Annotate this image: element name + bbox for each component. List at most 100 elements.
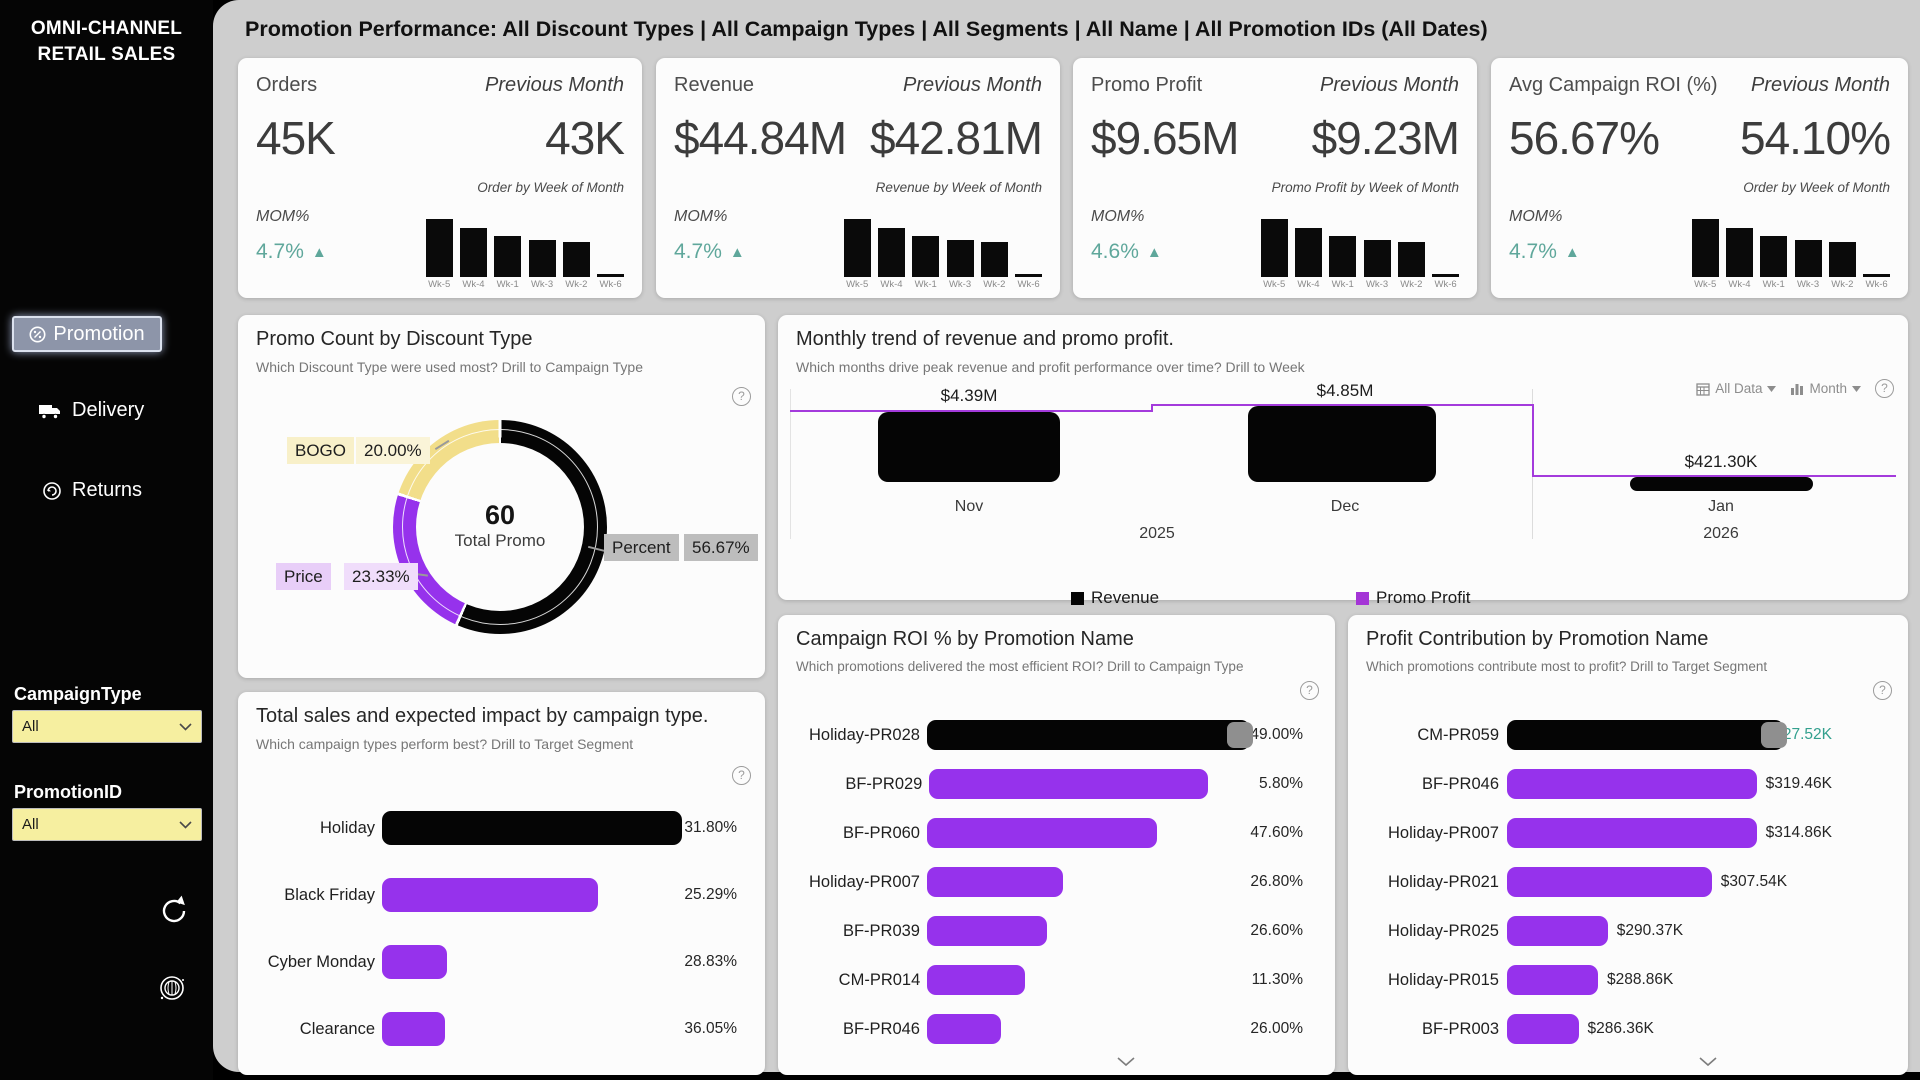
bar[interactable] [926,1014,1002,1044]
spark-bar[interactable] [843,219,871,277]
spark-bar[interactable] [494,236,522,277]
promotionid-dropdown[interactable]: All [12,808,202,841]
legend-swatch [1071,591,1084,605]
bar[interactable] [926,916,1047,946]
bar-value: 26.60% [1250,922,1303,939]
bar[interactable] [1507,1014,1579,1044]
granularity-label: Month [1809,381,1847,396]
bar[interactable] [1507,769,1757,799]
bar[interactable] [1507,867,1712,897]
spark-title: Revenue by Week of Month [875,180,1042,195]
legend-item-promo-profit[interactable]: Promo Profit [1356,588,1470,608]
donut-value-percent[interactable]: 56.67% [684,534,758,561]
spark-bar[interactable] [1725,227,1753,277]
help-icon[interactable]: ? [732,766,751,785]
spark-bar[interactable] [528,240,556,277]
bar[interactable] [1507,916,1608,946]
bar-value: 28.83% [684,953,737,970]
spark-bar[interactable] [1015,274,1043,277]
help-icon[interactable]: ? [1873,681,1892,700]
bar[interactable] [1507,720,1787,750]
spark-bar[interactable] [1691,219,1719,277]
kpi-card-orders: Orders Previous Month 45K 43K Order by W… [238,58,642,298]
sidebar-item-promotion[interactable]: Promotion [12,316,162,352]
bar[interactable] [1507,965,1598,995]
spark-bar[interactable] [459,227,487,277]
bar-black-friday[interactable] [382,878,598,912]
spark-bar[interactable] [1363,240,1391,277]
sidebar-item-delivery[interactable]: Delivery [38,399,144,422]
bar-row: BF-PR046 $319.46K [1366,769,1890,799]
spark-bar[interactable] [425,219,453,277]
donut-value-bogo[interactable]: 20.00% [356,437,430,464]
spark-bar[interactable] [1794,240,1822,277]
donut-value-price[interactable]: 23.33% [344,563,418,590]
bar-cyber-monday[interactable] [382,945,447,979]
bar[interactable] [926,818,1157,848]
scroll-more-chevron-icon[interactable] [1698,1057,1718,1067]
spark-title: Order by Week of Month [477,180,624,195]
kpi-card-promo-profit: Promo Profit Previous Month $9.65M $9.23… [1073,58,1477,298]
bar-holiday[interactable] [382,811,682,845]
revenue-bar-dec[interactable] [1248,406,1436,482]
mom-value: 4.7% [674,240,722,263]
spark-bar[interactable] [1260,219,1288,277]
spark-bar[interactable] [562,242,590,277]
revenue-bar-jan[interactable] [1630,477,1813,491]
sidebar-item-returns[interactable]: Returns [42,479,142,502]
donut-label-percent[interactable]: Percent [604,534,679,561]
bar[interactable] [1507,818,1757,848]
scrollbar-thumb[interactable] [1760,722,1787,748]
help-icon[interactable]: ? [1300,681,1319,700]
bar-row: Holiday 31.80% [256,811,747,845]
spark-bar[interactable] [1329,236,1357,277]
x-tick-nov: Nov [954,498,984,515]
spark-tick: Wk-5 [428,279,451,290]
spark-bar[interactable] [1432,274,1460,277]
spark-bar[interactable] [1863,274,1891,277]
spark-bar[interactable] [912,236,940,277]
spark-tick: Wk-6 [1865,279,1888,290]
scroll-more-chevron-icon[interactable] [1116,1057,1136,1067]
chart-title: Profit Contribution by Promotion Name [1366,628,1709,650]
bar-value: $288.86K [1607,971,1674,988]
granularity-selector[interactable]: Month [1790,381,1861,396]
bar-row: Holiday-PR015 $288.86K [1366,965,1890,995]
spark-bar[interactable] [946,240,974,277]
scrollbar-thumb[interactable] [1227,722,1254,748]
spark-bar[interactable] [980,242,1008,277]
spark-bar[interactable] [1397,242,1425,277]
spark-bar[interactable] [597,274,625,277]
revenue-bar-nov[interactable] [878,412,1060,482]
chart-title: Campaign ROI % by Promotion Name [796,628,1134,650]
spark-bar[interactable] [1294,227,1322,277]
spark-bar[interactable] [1828,242,1856,277]
profit-line-segment [790,410,1151,412]
donut-label-bogo[interactable]: BOGO [287,437,355,464]
bar-value: $307.54K [1720,873,1788,890]
spark-tick: Wk-4 [1297,279,1320,290]
donut-card: Promo Count by Discount Type Which Disco… [238,315,765,678]
donut-label-price[interactable]: Price [276,563,331,590]
campaign-type-card: Total sales and expected impact by campa… [238,692,765,1075]
bar[interactable] [926,720,1254,750]
campaigntype-dropdown[interactable]: All [12,710,202,743]
legend-item-revenue[interactable]: Revenue [1071,588,1159,608]
kpi-prev-label: Previous Month [1320,74,1459,96]
help-icon[interactable]: ? [1875,379,1894,398]
bar[interactable] [929,769,1208,799]
info-globe-icon[interactable] [156,972,188,1004]
mom-label: MOM% [1509,208,1563,225]
bar[interactable] [926,867,1063,897]
bar-row: Clearance 36.05% [256,1012,747,1046]
data-scope-selector[interactable]: All Data [1696,381,1777,396]
refresh-icon[interactable] [156,893,192,929]
bar-clearance[interactable] [382,1012,445,1046]
spark-tick: Wk-6 [599,279,622,290]
spark-bar[interactable] [1760,236,1788,277]
x-tick-dec: Dec [1330,498,1360,515]
spark-bar[interactable] [877,227,905,277]
bar-label: Holiday-PR007 [808,872,920,891]
bar[interactable] [927,965,1025,995]
help-icon[interactable]: ? [732,387,751,406]
